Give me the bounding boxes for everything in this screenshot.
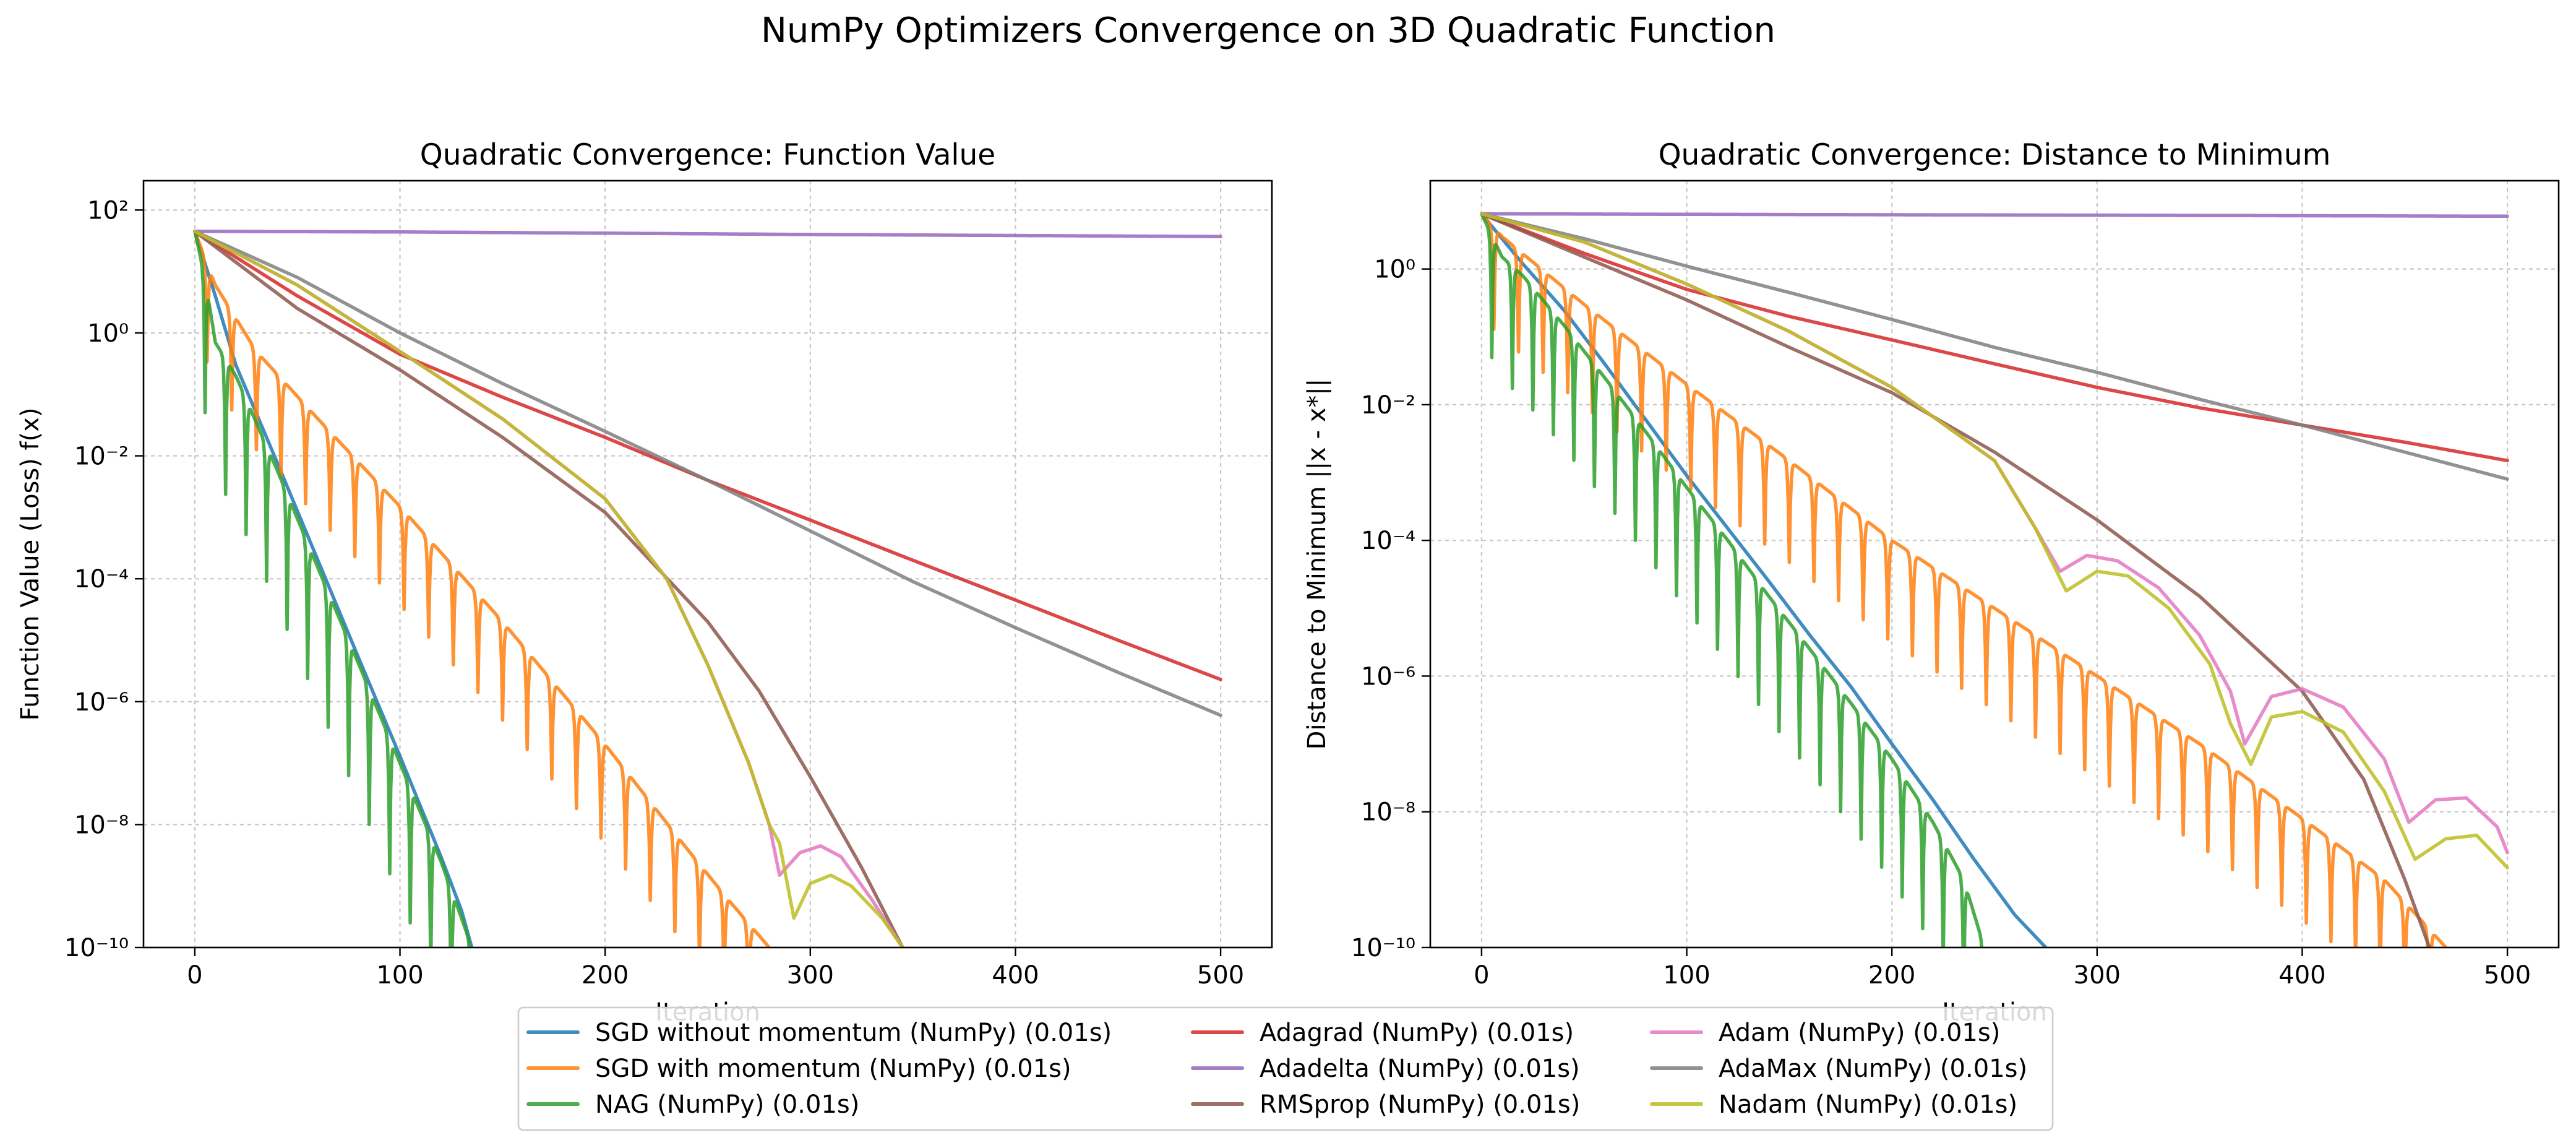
chart-panel-1: 0 100 200 300 400 500 10⁻¹⁰ 10⁻⁸ 10⁻⁶ 10⁻⁴ 10⁻² 10⁰… xyxy=(16,138,1273,1027)
y-tick-label: 10⁻¹⁰ xyxy=(64,934,129,962)
series-line-5 xyxy=(193,230,1222,239)
series-line-1 xyxy=(193,230,474,947)
series-line-9 xyxy=(1480,212,2509,870)
figure-suptitle: NumPy Optimizers Convergence on 3D Quadr… xyxy=(761,11,1775,51)
y-tick-label: 10⁻² xyxy=(74,442,129,471)
x-tick-label: 400 xyxy=(992,961,1039,990)
legend-label: SGD without momentum (NumPy) (0.01s) xyxy=(595,1019,1112,1047)
x-tick-label: 0 xyxy=(187,961,202,990)
y-tick-label: 10⁻⁸ xyxy=(1361,798,1415,827)
y-tick-label: 10⁻⁸ xyxy=(74,811,129,839)
chart-panel-2: 0 100 200 300 400 500 10⁻¹⁰ 10⁻⁸ 10⁻⁶ 10⁻⁴ 10⁻² 10⁰… xyxy=(1303,138,2560,1027)
series-lines xyxy=(193,230,1222,947)
series-line-8 xyxy=(1480,212,2509,481)
y-tick-label: 10⁰ xyxy=(1374,256,1415,284)
series-line-6 xyxy=(1480,212,2431,947)
x-tick-label: 400 xyxy=(2278,961,2325,990)
y-tick-label: 10⁻⁶ xyxy=(74,688,129,717)
x-tick-label: 300 xyxy=(787,961,834,990)
series-line-6 xyxy=(193,230,904,947)
series-line-2 xyxy=(1480,212,2448,947)
axes-layer: 0 100 200 300 400 500 10⁻¹⁰ 10⁻⁸ 10⁻⁶ 10⁻⁴ 10⁻² 10⁰… xyxy=(16,138,2560,1027)
legend-frame xyxy=(517,1006,2054,1131)
legend-label: Nadam (NumPy) (0.01s) xyxy=(1719,1090,2017,1119)
series-line-8 xyxy=(193,230,1222,717)
legend-label: NAG (NumPy) (0.01s) xyxy=(595,1090,859,1119)
x-tick-label: 100 xyxy=(1663,961,1710,990)
series-line-2 xyxy=(193,230,771,947)
y-tick-label: 10⁰ xyxy=(87,319,129,348)
x-tick-label: 500 xyxy=(2484,961,2531,990)
y-tick-label: 10⁻¹⁰ xyxy=(1351,934,1415,962)
legend-label: RMSprop (NumPy) (0.01s) xyxy=(1260,1090,1580,1119)
x-tick-label: 100 xyxy=(376,961,423,990)
series-line-4 xyxy=(1480,212,2509,462)
y-tick-label: 10² xyxy=(87,196,129,225)
axes-frame xyxy=(142,179,1273,949)
y-tick-label: 10⁻⁶ xyxy=(1361,662,1415,691)
legend-label: Adam (NumPy) (0.01s) xyxy=(1719,1019,2000,1047)
series-lines xyxy=(1480,212,2509,947)
y-tick-label: 10⁻⁴ xyxy=(1361,527,1415,555)
x-tick-label: 500 xyxy=(1197,961,1244,990)
series-line-7 xyxy=(193,230,904,947)
series-line-1 xyxy=(1480,212,2048,947)
y-axis-label: Distance to Minimum ||x - x*|| xyxy=(1303,379,1331,750)
chart-title: Quadratic Convergence: Function Value xyxy=(420,138,995,172)
series-line-3 xyxy=(193,230,471,947)
legend: SGD without momentum (NumPy) (0.01s) SGD … xyxy=(517,1006,2054,1131)
chart-title: Quadratic Convergence: Distance to Minim… xyxy=(1659,138,2331,172)
legend-label: SGD with momentum (NumPy) (0.01s) xyxy=(595,1055,1071,1083)
x-tick-label: 0 xyxy=(1474,961,1489,990)
legend-label: Adagrad (NumPy) (0.01s) xyxy=(1260,1019,1574,1047)
legend-label: AdaMax (NumPy) (0.01s) xyxy=(1719,1055,2027,1083)
legend-label: Adadelta (NumPy) (0.01s) xyxy=(1260,1055,1580,1083)
x-tick-label: 300 xyxy=(2074,961,2121,990)
series-line-9 xyxy=(193,230,904,947)
x-tick-label: 200 xyxy=(1868,961,1915,990)
series-line-3 xyxy=(1480,212,1984,947)
series-line-5 xyxy=(1480,212,2509,218)
axes-frame xyxy=(1429,179,2560,949)
y-axis-label: Function Value (Loss) f(x) xyxy=(16,407,45,720)
x-tick-label: 200 xyxy=(582,961,629,990)
y-tick-label: 10⁻⁴ xyxy=(74,565,129,593)
y-tick-label: 10⁻² xyxy=(1361,391,1415,420)
